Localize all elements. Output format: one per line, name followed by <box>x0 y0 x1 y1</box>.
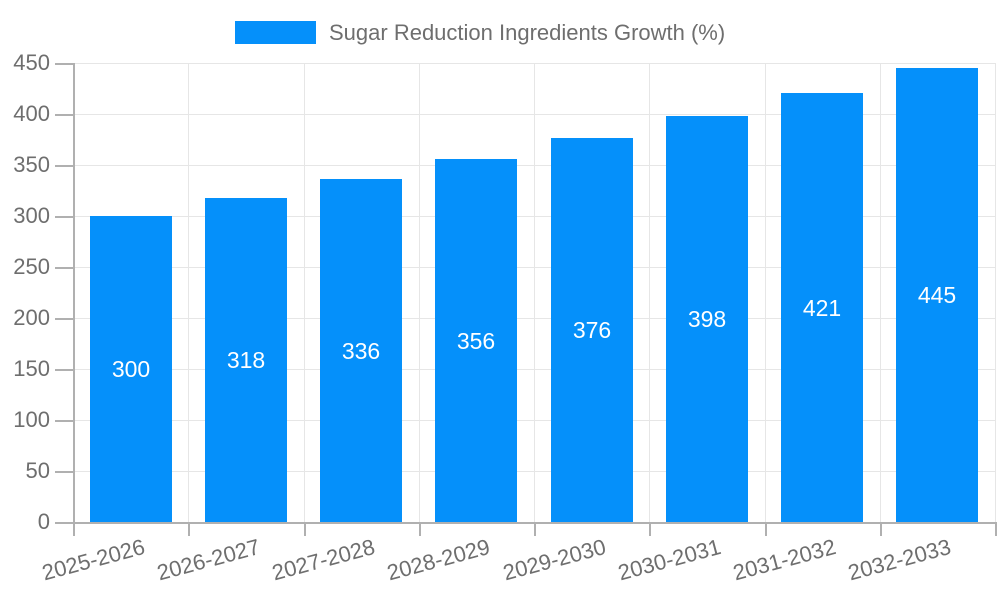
y-axis-tick <box>55 471 73 473</box>
bar[interactable] <box>896 68 978 522</box>
x-gridline <box>188 63 189 522</box>
bar-value-label: 445 <box>917 282 957 308</box>
y-axis-tick-label: 450 <box>13 50 50 75</box>
y-axis-tick-label: 0 <box>37 509 50 534</box>
y-axis-tick-label: 200 <box>13 305 50 330</box>
y-axis-tick-label: 300 <box>13 203 50 228</box>
y-axis-tick-label: 350 <box>13 152 50 177</box>
bar[interactable] <box>90 216 172 522</box>
x-gridline <box>304 63 305 522</box>
bar-value-label: 356 <box>456 328 496 354</box>
bar-value-label: 336 <box>341 338 381 364</box>
x-gridline <box>534 63 535 522</box>
x-axis-tick <box>419 522 421 536</box>
x-gridline <box>880 63 881 522</box>
x-axis-tick <box>73 522 75 536</box>
x-axis-tick <box>188 522 190 536</box>
y-axis-tick-label: 400 <box>13 101 50 126</box>
x-gridline <box>995 63 996 522</box>
bar-value-label: 376 <box>572 317 612 343</box>
x-axis-line <box>55 522 995 524</box>
bar-value-label: 318 <box>226 347 266 373</box>
x-axis-tick <box>649 522 651 536</box>
bar[interactable] <box>781 93 863 522</box>
bar[interactable] <box>551 138 633 522</box>
x-axis-tick <box>880 522 882 536</box>
y-axis-tick <box>55 63 73 65</box>
y-axis-tick <box>55 216 73 218</box>
x-gridline <box>765 63 766 522</box>
x-gridline <box>419 63 420 522</box>
x-axis-tick <box>534 522 536 536</box>
y-axis-tick-label: 150 <box>13 356 50 381</box>
y-axis-tick-label: 250 <box>13 254 50 279</box>
bar-value-label: 398 <box>687 306 727 332</box>
x-axis-tick <box>765 522 767 536</box>
y-axis-line <box>73 63 75 522</box>
x-axis-tick <box>304 522 306 536</box>
y-axis-tick <box>55 267 73 269</box>
y-axis-tick <box>55 369 73 371</box>
bar[interactable] <box>435 159 517 522</box>
legend-label: Sugar Reduction Ingredients Growth (%) <box>329 19 726 45</box>
legend-swatch <box>235 21 316 44</box>
y-axis-tick <box>55 114 73 116</box>
x-axis-tick <box>995 522 997 536</box>
bar-value-label: 421 <box>802 295 842 321</box>
y-axis-tick <box>55 318 73 320</box>
x-gridline <box>649 63 650 522</box>
y-axis-tick <box>55 420 73 422</box>
y-axis-tick-label: 100 <box>13 407 50 432</box>
y-axis-tick <box>55 165 73 167</box>
y-axis-tick-label: 50 <box>25 458 50 483</box>
bar-value-label: 300 <box>111 356 151 382</box>
bar[interactable] <box>666 116 748 522</box>
bar[interactable] <box>320 179 402 522</box>
legend[interactable]: Sugar Reduction Ingredients Growth (%) <box>235 20 725 45</box>
bar[interactable] <box>205 198 287 522</box>
